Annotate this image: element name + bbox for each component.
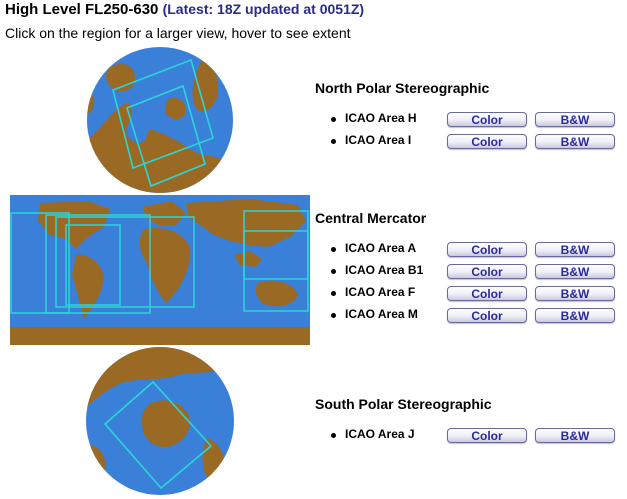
list-item: ICAO Area M Color B&W [315,306,615,328]
bw-button[interactable]: B&W [535,286,615,301]
bullet [331,269,336,274]
bw-button[interactable]: B&W [535,242,615,257]
area-label: ICAO Area J [345,427,415,441]
bullet [331,291,336,296]
section-title: North Polar Stereographic [315,80,490,96]
list-item: ICAO Area F Color B&W [315,284,615,306]
bw-button[interactable]: B&W [535,134,615,149]
bullet [331,139,336,144]
bw-button[interactable]: B&W [535,308,615,323]
area-label: ICAO Area H [345,111,417,125]
north-polar-map[interactable] [85,46,235,194]
area-label: ICAO Area M [345,307,418,321]
section-south-polar: South Polar Stereographic ICAO Area J Co… [315,396,615,448]
south-polar-map[interactable] [85,346,235,496]
area-label: ICAO Area F [345,285,416,299]
section-title: Central Mercator [315,210,427,226]
bw-button[interactable]: B&W [535,112,615,127]
bullet [331,313,336,318]
bullet [331,117,336,122]
latest-update: (Latest: 18Z updated at 0051Z) [162,1,365,17]
section-title: South Polar Stereographic [315,396,492,412]
color-button[interactable]: Color [447,308,527,323]
list-item: ICAO Area J Color B&W [315,426,615,448]
color-button[interactable]: Color [447,134,527,149]
page-title-text: High Level FL250-630 [5,1,159,18]
section-north-polar: North Polar Stereographic ICAO Area H Co… [315,80,615,154]
bullet [331,433,336,438]
bw-button[interactable]: B&W [535,264,615,279]
section-central-mercator: Central Mercator ICAO Area A Color B&W I… [315,210,615,328]
list-item: ICAO Area B1 Color B&W [315,262,615,284]
page-title: High Level FL250-630 (Latest: 18Z update… [5,1,364,18]
color-button[interactable]: Color [447,242,527,257]
central-mercator-map[interactable] [10,195,310,345]
list-item: ICAO Area H Color B&W [315,110,615,132]
color-button[interactable]: Color [447,264,527,279]
color-button[interactable]: Color [447,286,527,301]
area-label: ICAO Area I [345,133,412,147]
list-item: ICAO Area I Color B&W [315,132,615,154]
instructions: Click on the region for a larger view, h… [5,25,351,41]
color-button[interactable]: Color [447,112,527,127]
bullet [331,247,336,252]
color-button[interactable]: Color [447,428,527,443]
list-item: ICAO Area A Color B&W [315,240,615,262]
bw-button[interactable]: B&W [535,428,615,443]
area-label: ICAO Area B1 [345,263,424,277]
area-label: ICAO Area A [345,241,417,255]
